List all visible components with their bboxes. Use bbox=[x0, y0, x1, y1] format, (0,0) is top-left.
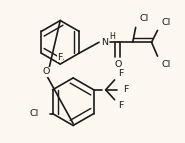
Text: F: F bbox=[58, 53, 63, 62]
Text: F: F bbox=[118, 69, 123, 79]
Text: O: O bbox=[43, 67, 50, 77]
Text: N: N bbox=[101, 38, 108, 47]
Text: Cl: Cl bbox=[140, 14, 149, 23]
Text: F: F bbox=[118, 101, 123, 110]
Text: F: F bbox=[123, 85, 128, 94]
Text: Cl: Cl bbox=[162, 60, 171, 69]
Text: H: H bbox=[109, 32, 115, 41]
Text: Cl: Cl bbox=[162, 18, 171, 27]
Text: Cl: Cl bbox=[29, 109, 39, 118]
Text: O: O bbox=[114, 60, 122, 69]
